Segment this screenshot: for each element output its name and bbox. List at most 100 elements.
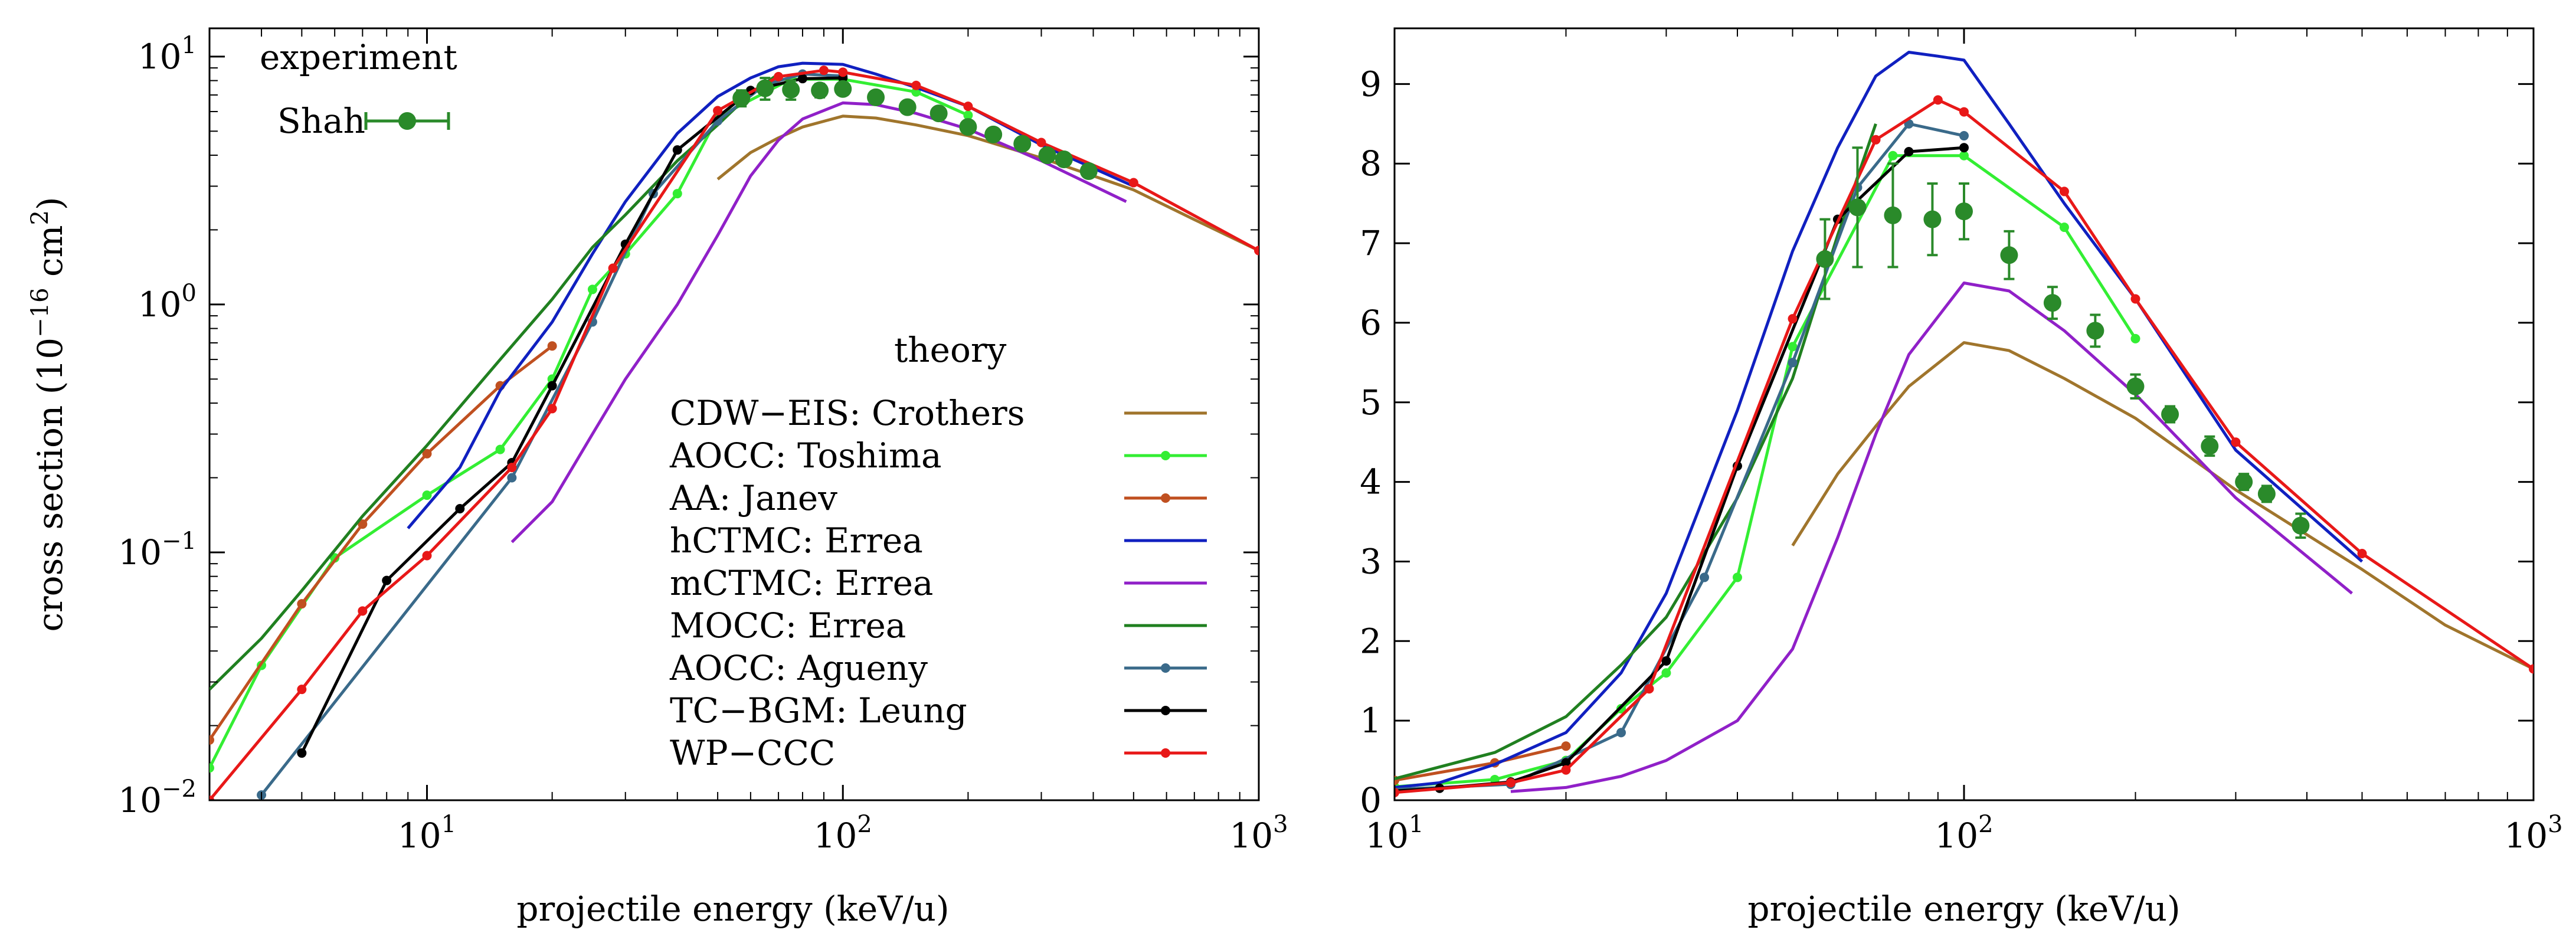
legend-entry-hctmc-errea-label: hCTMC: Errea (670, 521, 923, 561)
legend-experiment: experiment Shah (260, 37, 457, 141)
right-y-tick-label: 5 (1360, 382, 1382, 423)
right-shah-point (1955, 202, 1973, 221)
left-series-wp-ccc-point (608, 263, 618, 273)
right-y-tick-label: 3 (1360, 541, 1382, 581)
left-series-tc-bgm-leung-point (455, 503, 465, 513)
left-series-wp-ccc-point (1036, 138, 1046, 148)
legend-entry-aocc-toshima-label: AOCC: Toshima (669, 436, 942, 476)
right-y-tick-label: 9 (1360, 64, 1382, 104)
left-series-aa-janev-point (358, 519, 368, 529)
left-shah-point (1038, 146, 1056, 165)
right-shah-point (1816, 250, 1834, 269)
right-shah-point (2201, 437, 2219, 455)
right-shah-point (2043, 294, 2061, 312)
left-series-clip (210, 61, 1259, 800)
right-series-aa-janev-point (1561, 741, 1571, 751)
legend-entry-wp-ccc-swatch-marker (1161, 748, 1170, 758)
legend-entry-wp-ccc-label: WP−CCC (670, 733, 835, 773)
legend-entry-mocc-errea-label: MOCC: Errea (670, 605, 906, 646)
left-series-tc-bgm-leung-point (797, 74, 807, 84)
right-y-tick-label: 1 (1360, 701, 1382, 741)
left-series-wp-ccc-point (297, 685, 307, 695)
right-series-aa-janev-point (1219, 791, 1228, 800)
right-series-mocc-errea (1395, 123, 1877, 781)
left-shah-point (732, 89, 751, 107)
left-series-aa-janev-point (422, 449, 432, 459)
legend-entry-mctmc-errea-label: mCTMC: Errea (670, 563, 934, 603)
right-series-aa-janev-point (1302, 785, 1311, 794)
left-series-wp-ccc-point (819, 66, 829, 76)
left-shah-point (756, 79, 774, 97)
left-series-wp-ccc-point (358, 606, 368, 616)
left-shah-point (867, 88, 885, 106)
right-series-aocc-toshima-point (1661, 668, 1671, 678)
legend-experiment-header: experiment (260, 37, 457, 77)
right-series-wp-ccc-point (1561, 765, 1571, 775)
left-series-wp-ccc-point (963, 102, 973, 112)
right-series-mctmc-errea (1510, 281, 2353, 793)
legend-entry-shah-marker (364, 112, 450, 130)
right-series-group (1219, 51, 2534, 800)
left-series-wp-ccc-point (713, 106, 723, 116)
right-series-wp-ccc-point (1959, 107, 1969, 117)
left-panel: 101 102 103 10−2 10−1 100 101 projectile energ… (27, 27, 1288, 929)
left-series-tc-bgm-leung (300, 76, 843, 754)
left-series-wp-ccc-point (838, 67, 848, 77)
right-series-wp-ccc-point (1788, 314, 1798, 324)
right-series-tc-bgm-leung-point (1959, 143, 1969, 153)
left-series-tc-bgm-leung-point (297, 748, 307, 758)
left-y-tick-label: 101 (138, 32, 197, 77)
left-series-aocc-toshima-point (422, 490, 432, 500)
right-series-wp-ccc-point (1302, 791, 1311, 800)
left-series-group (210, 61, 1259, 800)
right-series-aocc-agueny-point (1959, 131, 1969, 141)
right-shah-point (2235, 473, 2253, 491)
right-series-hctmc-errea (1395, 51, 2364, 789)
left-series-aa-janev-point (210, 735, 214, 745)
left-shah-point (834, 80, 852, 98)
right-series-clip (1219, 51, 2534, 800)
left-y-axis-label: cross section (10−16 cm2) (27, 197, 70, 631)
right-series-wp-ccc-point (2059, 186, 2069, 197)
left-shah-point (984, 125, 1003, 143)
left-series-wp-ccc-point (774, 71, 784, 81)
right-y-tick-label: 2 (1360, 621, 1382, 661)
right-y-tick-label: 0 (1360, 780, 1382, 820)
left-plot-frame (208, 27, 1260, 801)
right-series-wp-ccc-point (2529, 664, 2534, 674)
right-series-wp-ccc-point (1871, 135, 1881, 145)
left-x-tick-label: 101 (398, 811, 456, 856)
left-shah-point (959, 118, 977, 136)
left-series-wp-ccc-point (507, 463, 517, 473)
right-shah-point (2126, 377, 2145, 395)
legend-entry-aa-janev-label: AA: Janev (669, 478, 837, 518)
legend-entry-aocc-agueny-swatch-marker (1161, 663, 1170, 673)
left-shah-point (929, 104, 948, 123)
right-series-aocc-toshima-point (1888, 150, 1898, 161)
left-series-aocc-toshima-point (672, 189, 682, 199)
right-series-tc-bgm-leung (1395, 146, 1965, 793)
right-series-wp-ccc-point (1644, 684, 1654, 694)
right-series-wp-ccc-point (1933, 95, 1943, 105)
left-shah-point (1055, 150, 1073, 168)
right-series-tc-bgm-leung-point (1334, 790, 1344, 799)
right-series-aocc-toshima-point (1264, 788, 1273, 797)
right-x-tick-label: 102 (1935, 811, 1993, 856)
right-series-tc-bgm-leung-point (1661, 656, 1671, 666)
right-series-wp-ccc (1395, 98, 2534, 794)
right-series-aocc-toshima-point (2059, 222, 2069, 233)
left-series-aa-janev-point (547, 341, 557, 351)
left-series-wp-ccc-point (911, 80, 921, 90)
left-x-tick-label: 102 (814, 811, 872, 856)
right-series-aocc-agueny (1395, 122, 1965, 791)
left-series-aa-janev (210, 345, 554, 741)
right-shah-point (1884, 206, 1902, 224)
left-series-aocc-toshima-point (495, 444, 505, 454)
right-series-wp-ccc-point (1505, 778, 1516, 788)
right-series-aocc-agueny-point (1616, 728, 1626, 738)
right-x-tick-label: 101 (1365, 811, 1423, 856)
left-series-aocc-agueny-point (507, 473, 517, 483)
left-series-cdw-eis-crothers (716, 114, 1259, 252)
right-shah-point (1923, 210, 1942, 228)
